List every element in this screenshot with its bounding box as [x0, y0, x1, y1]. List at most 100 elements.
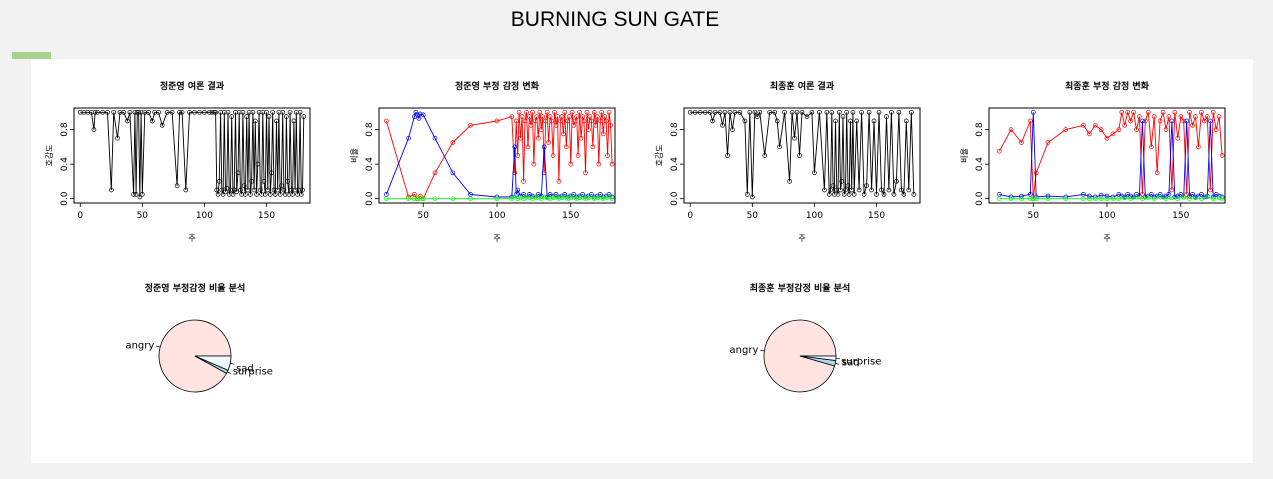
data-point — [727, 109, 733, 115]
data-point — [301, 114, 307, 119]
data-point — [549, 118, 554, 124]
data-point — [250, 109, 256, 115]
data-point — [1207, 118, 1213, 124]
data-point — [589, 118, 594, 124]
pie-label-line — [760, 350, 765, 352]
data-point — [518, 135, 523, 141]
data-point — [1045, 196, 1051, 202]
x-tick-label: 0 — [77, 211, 83, 221]
y-tick-label: 0.8 — [60, 122, 70, 137]
data-point — [906, 187, 912, 193]
data-point — [1207, 187, 1213, 193]
data-point — [559, 114, 565, 119]
data-point — [833, 118, 838, 124]
data-point — [265, 187, 271, 193]
chart-title: 정준영 부정 감정 변화 — [455, 80, 540, 92]
data-point — [572, 118, 578, 124]
data-point — [300, 187, 305, 193]
data-point — [512, 170, 518, 176]
data-point — [850, 109, 856, 115]
data-point — [538, 127, 544, 132]
data-point — [450, 196, 456, 202]
series-line — [690, 110, 915, 198]
data-point — [1199, 109, 1204, 115]
data-point — [702, 109, 708, 115]
data-point — [298, 192, 304, 197]
data-point — [240, 109, 246, 115]
data-point — [856, 187, 862, 193]
data-point — [903, 118, 909, 124]
data-point — [1027, 118, 1033, 124]
data-point — [111, 109, 117, 115]
pie-label-line — [835, 362, 840, 365]
data-point — [830, 183, 836, 189]
data-point — [1204, 114, 1210, 119]
data-point — [216, 179, 222, 184]
data-point — [1157, 118, 1163, 124]
chart-title: 최종훈 부정 감정 변화 — [1065, 80, 1150, 92]
data-point — [879, 187, 884, 193]
pie-label-line — [156, 345, 161, 348]
data-point — [609, 196, 615, 202]
data-point — [245, 187, 251, 193]
data-point — [901, 192, 907, 197]
data-point — [535, 135, 541, 141]
data-point — [131, 192, 136, 197]
y-tick-label: 0.0 — [60, 191, 70, 206]
data-point — [600, 196, 606, 202]
data-point — [799, 109, 805, 115]
data-point — [1033, 196, 1039, 202]
data-point — [571, 192, 577, 197]
data-point — [290, 192, 295, 197]
data-point — [864, 183, 869, 189]
data-point — [1098, 196, 1104, 202]
data-point — [561, 131, 566, 137]
data-point — [565, 118, 571, 124]
data-point — [594, 114, 600, 119]
data-point — [1110, 131, 1116, 137]
data-point — [1019, 193, 1024, 199]
data-point — [1145, 109, 1151, 115]
data-point — [515, 187, 521, 193]
data-point — [609, 161, 615, 167]
y-tick-label: 0.4 — [60, 157, 70, 172]
data-point — [252, 118, 258, 124]
data-point — [1081, 196, 1086, 202]
data-point — [563, 144, 569, 150]
pie-label: surprise — [233, 367, 273, 378]
data-point — [519, 114, 525, 119]
data-point — [518, 195, 523, 201]
plot-frame — [73, 107, 311, 204]
data-point — [1063, 196, 1069, 202]
data-point — [846, 192, 852, 197]
data-point — [550, 153, 556, 158]
pie-label: angry — [730, 345, 759, 356]
data-point — [274, 118, 279, 124]
data-point — [515, 196, 521, 202]
data-point — [275, 187, 281, 193]
data-point — [450, 170, 456, 176]
data-point — [547, 196, 553, 202]
data-point — [530, 109, 535, 115]
data-point — [1190, 192, 1195, 197]
data-point — [229, 114, 235, 119]
data-point — [127, 109, 133, 115]
data-point — [732, 109, 738, 115]
data-point — [269, 170, 274, 176]
data-point — [692, 109, 698, 115]
data-point — [558, 118, 563, 124]
series-line — [385, 112, 613, 200]
x-tick-label: 50 — [747, 211, 759, 221]
data-point — [555, 114, 560, 119]
data-point — [569, 109, 575, 115]
data-point — [1219, 194, 1225, 200]
data-point — [230, 192, 236, 197]
data-point — [261, 179, 267, 184]
data-point — [270, 109, 276, 115]
data-point — [720, 122, 725, 128]
y-tick-label: 0.8 — [975, 122, 985, 137]
y-tick-label: 0.0 — [365, 191, 375, 206]
data-point — [146, 109, 151, 115]
data-point — [264, 109, 269, 115]
data-point — [468, 196, 473, 202]
